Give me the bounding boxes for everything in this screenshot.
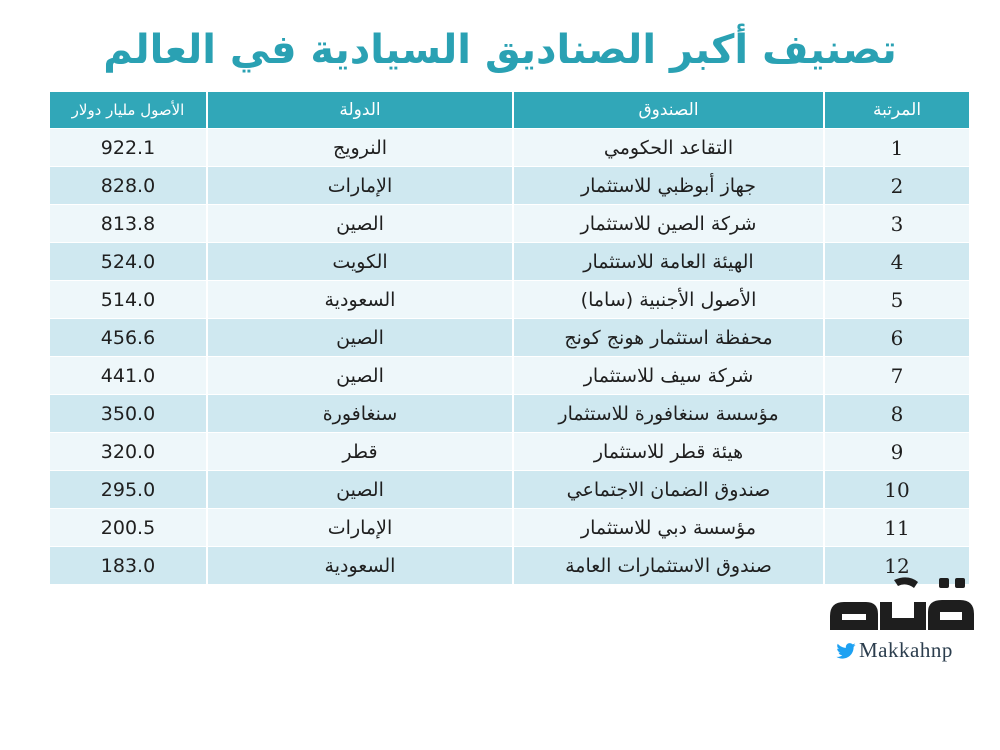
funds-table: المرتبة الصندوق الدولة الأصول مليار دولا…	[50, 92, 969, 585]
handle-text: Makkahnp	[859, 638, 953, 662]
table-row: 9 هيئة قطر للاستثمار قطر 320.0	[50, 433, 969, 471]
table-row: 6 محفظة استثمار هونج كونج الصين 456.6	[50, 319, 969, 357]
assets-cell: 295.0	[100, 478, 156, 501]
assets-cell: 524.0	[100, 250, 156, 273]
country-cell: الصين	[206, 205, 512, 242]
rank-cell: 12	[823, 547, 969, 584]
rank-cell: 2	[823, 167, 969, 204]
assets-cell: 456.6	[100, 326, 156, 349]
fund-cell: صندوق الاستثمارات العامة	[512, 547, 823, 584]
country-cell: الصين	[206, 357, 512, 394]
assets-cell: 828.0	[100, 174, 156, 197]
country-cell: الإمارات	[206, 509, 512, 546]
rank-cell: 1	[823, 129, 969, 166]
social-handle: Makkahnp	[836, 638, 953, 663]
assets-cell: 200.5	[100, 516, 156, 539]
country-cell: قطر	[206, 433, 512, 470]
rank-cell: 5	[823, 281, 969, 318]
header-country: الدولة	[206, 92, 512, 128]
page-title: تصنيف أكبر الصناديق السيادية في العالم	[103, 27, 897, 73]
rank-cell: 8	[823, 395, 969, 432]
table-row: 8 مؤسسة سنغافورة للاستثمار سنغافورة 350.…	[50, 395, 969, 433]
header-assets: الأصول مليار دولار	[71, 101, 185, 119]
fund-cell: الهيئة العامة للاستثمار	[512, 243, 823, 280]
fund-cell: مؤسسة سنغافورة للاستثمار	[512, 395, 823, 432]
fund-cell: شركة سيف للاستثمار	[512, 357, 823, 394]
fund-cell: صندوق الضمان الاجتماعي	[512, 471, 823, 508]
assets-cell: 183.0	[100, 554, 156, 577]
country-cell: الإمارات	[206, 167, 512, 204]
rank-cell: 4	[823, 243, 969, 280]
table-row: 3 شركة الصين للاستثمار الصين 813.8	[50, 205, 969, 243]
table-row: 1 التقاعد الحكومي النرويج 922.1	[50, 129, 969, 167]
country-cell: النرويج	[206, 129, 512, 166]
fund-cell: التقاعد الحكومي	[512, 129, 823, 166]
rank-cell: 7	[823, 357, 969, 394]
table-header: المرتبة الصندوق الدولة الأصول مليار دولا…	[50, 92, 969, 129]
rank-cell: 11	[823, 509, 969, 546]
country-cell: الصين	[206, 319, 512, 356]
assets-cell: 813.8	[100, 212, 156, 235]
rank-cell: 9	[823, 433, 969, 470]
rank-cell: 10	[823, 471, 969, 508]
makkah-logo: Makkahnp	[828, 572, 978, 664]
makkah-logo-mark	[830, 577, 974, 630]
country-cell: الكويت	[206, 243, 512, 280]
header-fund: الصندوق	[512, 92, 823, 128]
assets-cell: 441.0	[100, 364, 156, 387]
table-row: 11 مؤسسة دبي للاستثمار الإمارات 200.5	[50, 509, 969, 547]
table-row: 7 شركة سيف للاستثمار الصين 441.0	[50, 357, 969, 395]
table-row: 10 صندوق الضمان الاجتماعي الصين 295.0	[50, 471, 969, 509]
assets-cell: 320.0	[100, 440, 156, 463]
rank-cell: 6	[823, 319, 969, 356]
country-cell: السعودية	[206, 547, 512, 584]
country-cell: سنغافورة	[206, 395, 512, 432]
header-rank: المرتبة	[823, 92, 969, 128]
fund-cell: هيئة قطر للاستثمار	[512, 433, 823, 470]
twitter-bird-icon	[836, 642, 856, 659]
rank-cell: 3	[823, 205, 969, 242]
table-row: 12 صندوق الاستثمارات العامة السعودية 183…	[50, 547, 969, 585]
fund-cell: شركة الصين للاستثمار	[512, 205, 823, 242]
fund-cell: مؤسسة دبي للاستثمار	[512, 509, 823, 546]
assets-cell: 922.1	[100, 136, 156, 159]
table-row: 5 الأصول الأجنبية (ساما) السعودية 514.0	[50, 281, 969, 319]
table-row: 4 الهيئة العامة للاستثمار الكويت 524.0	[50, 243, 969, 281]
table-row: 2 جهاز أبوظبي للاستثمار الإمارات 828.0	[50, 167, 969, 205]
country-cell: الصين	[206, 471, 512, 508]
fund-cell: محفظة استثمار هونج كونج	[512, 319, 823, 356]
assets-cell: 514.0	[100, 288, 156, 311]
fund-cell: جهاز أبوظبي للاستثمار	[512, 167, 823, 204]
assets-cell: 350.0	[100, 402, 156, 425]
country-cell: السعودية	[206, 281, 512, 318]
fund-cell: الأصول الأجنبية (ساما)	[512, 281, 823, 318]
